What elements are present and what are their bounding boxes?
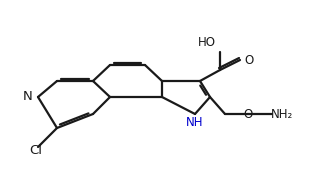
Text: NH₂: NH₂ xyxy=(271,107,293,121)
Text: O: O xyxy=(243,107,253,121)
Text: HO: HO xyxy=(198,36,216,48)
Text: N: N xyxy=(22,90,32,104)
Text: Cl: Cl xyxy=(29,144,42,158)
Text: NH: NH xyxy=(186,116,204,129)
Text: O: O xyxy=(244,53,254,67)
